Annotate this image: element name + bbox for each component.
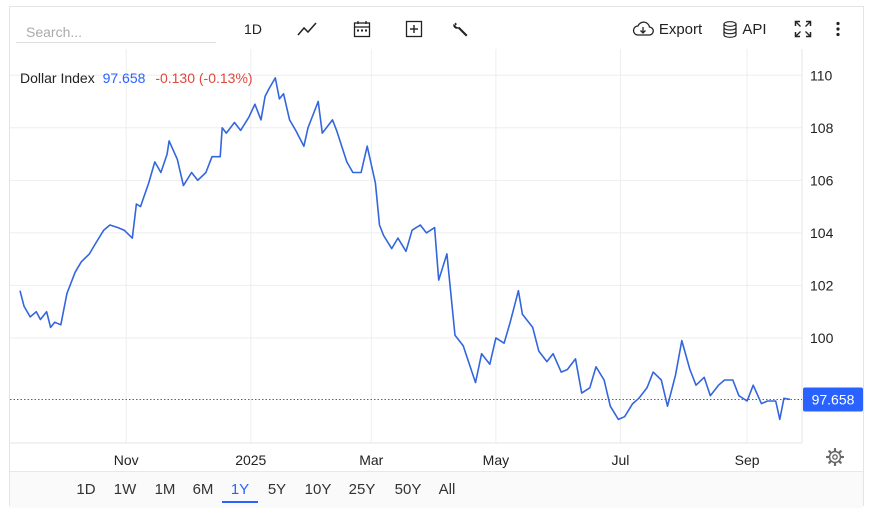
database-icon: [723, 20, 738, 38]
cloud-download-icon: [632, 21, 654, 36]
range-button-6m[interactable]: 6M: [192, 481, 214, 498]
interval-button[interactable]: 1D: [244, 21, 262, 37]
settings-tools-button[interactable]: [450, 17, 472, 41]
y-tick-label: 100: [810, 330, 834, 346]
fullscreen-button[interactable]: [792, 17, 814, 41]
more-vertical-icon: [836, 21, 840, 37]
range-selector: 1D 1W 1M 6M 1Y 5Y 10Y 25Y 50Y All: [10, 471, 863, 508]
gear-icon[interactable]: [826, 448, 844, 466]
x-tick-label: Mar: [359, 452, 383, 468]
x-tick-label: Sep: [735, 452, 760, 468]
series-line-dollar-index: [19, 77, 791, 421]
range-button-1w[interactable]: 1W: [113, 481, 137, 498]
chart-legend: Dollar Index 97.658 -0.130 (-0.13%): [20, 70, 253, 86]
y-tick-label: 110: [810, 67, 833, 83]
x-tick-label: Nov: [114, 452, 139, 468]
range-button-5y[interactable]: 5Y: [267, 481, 287, 498]
price-chart[interactable]: 100 102 104 106 108 110 Nov 2025 Mar May Jul Sep 9…: [10, 7, 863, 471]
legend-change: -0.130 (-0.13%): [155, 70, 252, 86]
range-button-10y[interactable]: 10Y: [304, 481, 332, 498]
date-range-button[interactable]: [351, 17, 373, 41]
more-button[interactable]: [830, 17, 846, 41]
range-button-1y[interactable]: 1Y: [222, 479, 258, 503]
chart-type-button[interactable]: [294, 17, 320, 41]
x-tick-label: May: [483, 452, 509, 468]
export-button[interactable]: Export: [630, 17, 704, 41]
range-button-1m[interactable]: 1M: [154, 481, 176, 498]
y-tick-label: 106: [810, 172, 834, 188]
search-input[interactable]: [16, 17, 216, 43]
legend-name: Dollar Index: [20, 70, 95, 86]
range-button-all[interactable]: All: [438, 481, 456, 498]
range-button-1d[interactable]: 1D: [76, 481, 96, 498]
y-tick-label: 108: [810, 120, 834, 136]
x-tick-label: Jul: [612, 452, 630, 468]
line-chart-icon: [297, 22, 317, 36]
range-button-50y[interactable]: 50Y: [394, 481, 422, 498]
legend-value: 97.658: [103, 70, 146, 86]
y-axis: 100 102 104 106 108 110: [810, 67, 834, 346]
range-button-25y[interactable]: 25Y: [348, 481, 376, 498]
fullscreen-icon: [794, 20, 812, 38]
wrench-icon: [453, 22, 468, 37]
add-indicator-icon: [405, 20, 423, 38]
y-tick-label: 102: [810, 277, 834, 293]
toolbar: 1D Export API: [10, 7, 863, 51]
api-label: API: [742, 20, 767, 38]
grid: [10, 49, 802, 443]
api-button[interactable]: API: [722, 17, 768, 41]
calendar-icon: [353, 21, 371, 38]
y-tick-label: 104: [810, 225, 834, 241]
export-label: Export: [658, 20, 703, 38]
x-tick-label: 2025: [235, 452, 266, 468]
last-price-value: 97.658: [812, 391, 855, 407]
add-indicator-button[interactable]: [403, 17, 425, 41]
last-price-tag: 97.658: [803, 387, 863, 412]
x-axis: Nov 2025 Mar May Jul Sep: [114, 452, 760, 468]
